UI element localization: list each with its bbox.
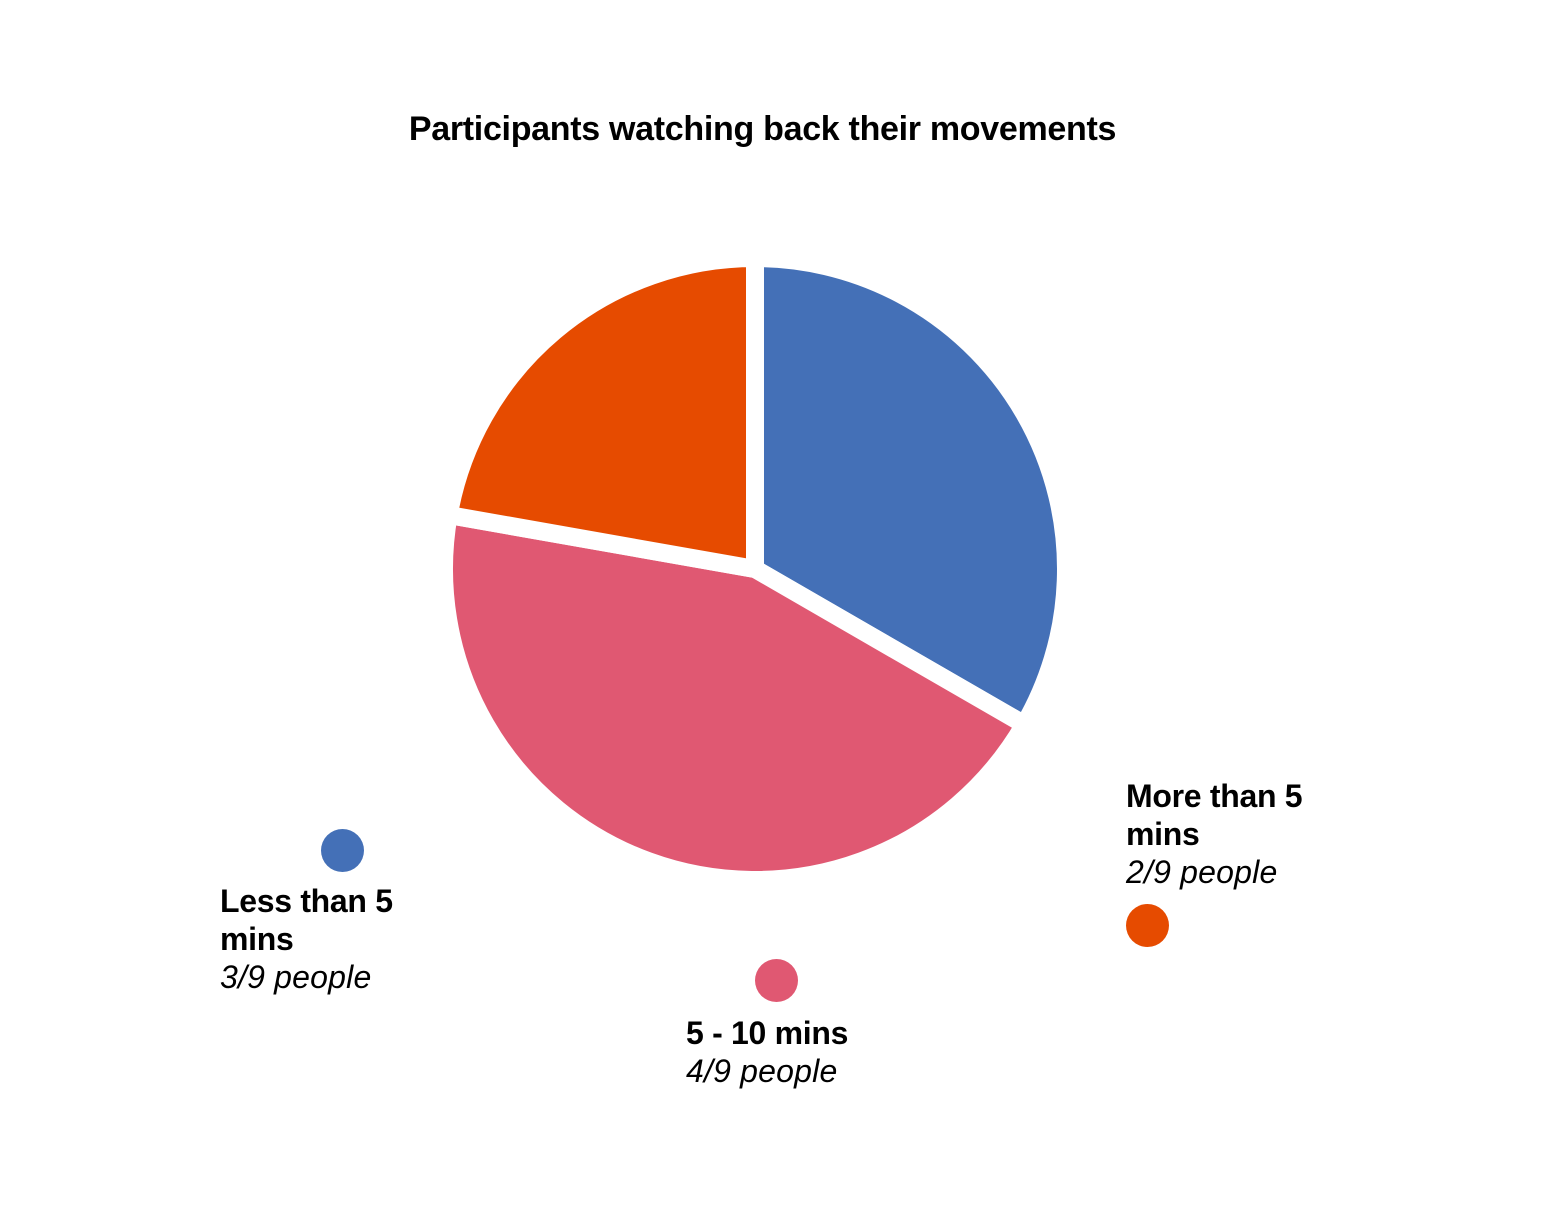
pie-slice-5-10 [435, 504, 1037, 889]
legend-label: 5 - 10 mins [686, 1015, 849, 1051]
legend-dot-5-10 [755, 959, 798, 1002]
chart-title: Participants watching back their movemen… [408, 110, 1117, 148]
pie-slice-more-than-5 [438, 248, 764, 580]
legend-label: Less than 5 mins [220, 883, 393, 957]
legend-value: 4/9 people [686, 1053, 838, 1089]
legend-entry-5-10: 5 - 10 mins 4/9 people [686, 1014, 946, 1090]
legend-label: More than 5 mins [1126, 778, 1303, 852]
legend-entry-less-than-5: Less than 5 mins 3/9 people [220, 882, 440, 996]
legend-dot-less-than-5 [321, 829, 364, 872]
legend-entry-more-than-5: More than 5 mins 2/9 people [1126, 777, 1346, 891]
legend-value: 3/9 people [220, 959, 372, 995]
legend-value: 2/9 people [1126, 854, 1278, 890]
legend-dot-more-than-5 [1126, 904, 1169, 947]
